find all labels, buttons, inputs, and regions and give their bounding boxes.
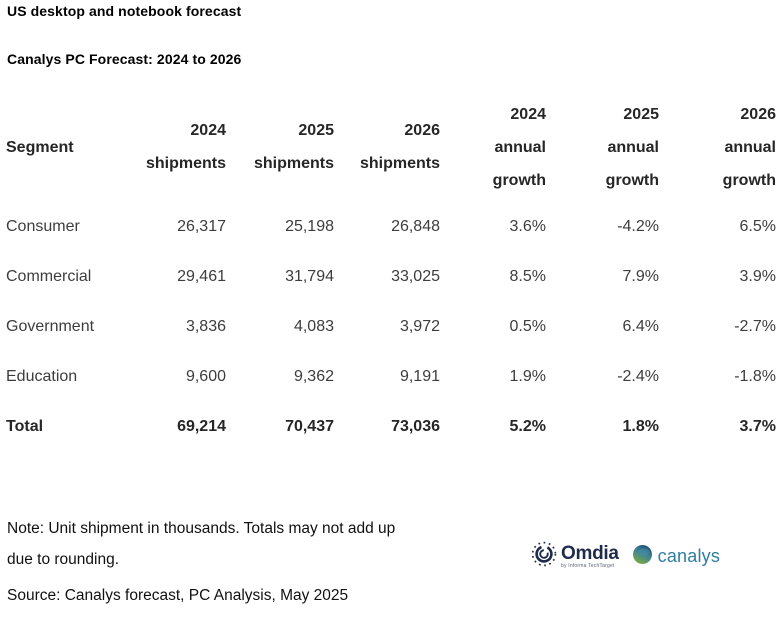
value-cell: 70,437 <box>285 418 334 435</box>
value-cell: -4.2% <box>617 218 659 235</box>
value-cell: 6.5% <box>739 218 776 235</box>
value-cell: 31,794 <box>285 268 334 285</box>
value-cell: 69,214 <box>177 418 226 435</box>
value-cell: 1.9% <box>509 368 546 385</box>
value-cell: 3.9% <box>739 268 776 285</box>
canalys-logo: canalys <box>632 544 721 569</box>
omdia-tagline: by Informa TechTarget <box>561 563 615 569</box>
omdia-logo: Omdia by Informa TechTarget <box>531 541 619 572</box>
value-cell: 3.7% <box>739 418 776 435</box>
value-cell: 8.5% <box>509 268 546 285</box>
value-cell: 1.8% <box>622 418 659 435</box>
logo-row: Omdia by Informa TechTarget <box>531 541 720 572</box>
source-line: Source: Canalys forecast, PC Analysis, M… <box>7 587 349 604</box>
table-row-commercial: Commercial 29,461 31,794 33,025 8.5% 7.9… <box>6 252 776 302</box>
forecast-table: Segment 2024 shipments 2025 shipments 2026… <box>6 92 776 452</box>
value-cell: 3,972 <box>399 318 440 335</box>
value-cell: -2.4% <box>617 368 659 385</box>
table-row-total: Total 69,214 70,437 73,036 5.2% 1.8% 3.7… <box>6 402 776 452</box>
value-cell: 25,198 <box>285 218 334 235</box>
canalys-wordmark: canalys <box>657 546 721 566</box>
value-cell: 26,848 <box>391 218 440 235</box>
page-title: US desktop and notebook forecast <box>7 3 242 19</box>
value-cell: -2.7% <box>734 318 776 335</box>
omdia-wordmark: Omdia <box>561 543 619 564</box>
value-cell: 0.5% <box>509 318 546 335</box>
table-row-education: Education 9,600 9,362 9,191 1.9% -2.4% -… <box>6 352 776 402</box>
value-cell: 9,362 <box>293 368 334 385</box>
footnote-line: Note: Unit shipment in thousands. Totals… <box>7 520 396 537</box>
footnote: Note: Unit shipment in thousands. Totals… <box>7 513 395 575</box>
value-cell: -1.8% <box>734 368 776 385</box>
col-header-2026-growth: 2026 annual growth <box>722 105 776 189</box>
col-header-2026-shipments: 2026 shipments <box>359 122 440 172</box>
col-header-2025-shipments: 2025 shipments <box>253 122 334 172</box>
footnote-line: due to rounding. <box>7 551 120 568</box>
col-header-2025-growth: 2025 annual growth <box>605 105 659 189</box>
table-row-government: Government 3,836 4,083 3,972 0.5% 6.4% -… <box>6 302 776 352</box>
value-cell: 29,461 <box>177 268 226 285</box>
value-cell: 33,025 <box>391 268 440 285</box>
value-cell: 9,191 <box>399 368 440 385</box>
canalys-globe-icon <box>632 544 652 569</box>
subtitle: Canalys PC Forecast: 2024 to 2026 <box>7 51 242 67</box>
value-cell: 4,083 <box>293 318 334 335</box>
segment-cell: Consumer <box>6 218 80 235</box>
value-cell: 6.4% <box>622 318 659 335</box>
segment-cell: Total <box>6 418 44 435</box>
value-cell: 5.2% <box>509 418 546 435</box>
value-cell: 26,317 <box>177 218 226 235</box>
col-header-segment: Segment <box>6 138 74 156</box>
table-row-consumer: Consumer 26,317 25,198 26,848 3.6% -4.2%… <box>6 202 776 252</box>
value-cell: 3.6% <box>509 218 546 235</box>
value-cell: 9,600 <box>185 368 226 385</box>
table-header-row: Segment 2024 shipments 2025 shipments 2026… <box>6 92 776 202</box>
value-cell: 73,036 <box>391 418 440 435</box>
segment-cell: Education <box>6 368 78 385</box>
col-header-2024-shipments: 2024 shipments <box>145 122 226 172</box>
omdia-rings-icon <box>531 541 557 572</box>
value-cell: 7.9% <box>622 268 659 285</box>
segment-cell: Commercial <box>6 268 92 285</box>
value-cell: 3,836 <box>185 318 226 335</box>
segment-cell: Government <box>6 318 95 335</box>
col-header-2024-growth: 2024 annual growth <box>492 105 546 189</box>
